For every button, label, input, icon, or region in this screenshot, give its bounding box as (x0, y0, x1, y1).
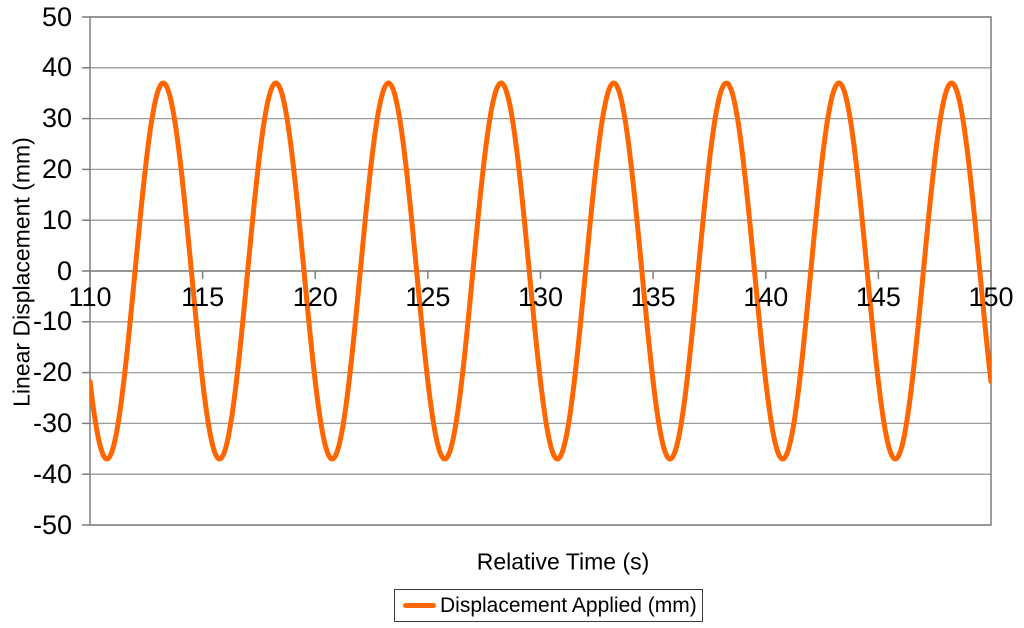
y-tick-label: 40 (41, 52, 72, 83)
series-line-swatch (403, 603, 436, 608)
legend-label: Displacement Applied (mm) (440, 593, 697, 617)
y-tick-label: -20 (32, 357, 72, 388)
x-axis-title: Relative Time (s) (476, 548, 650, 575)
y-tick-label: 50 (41, 1, 72, 32)
y-tick-label: -10 (32, 306, 72, 337)
y-tick-label: 20 (41, 153, 72, 184)
y-tick-label: 30 (41, 103, 72, 134)
x-tick-label: 120 (292, 282, 338, 312)
y-tick-label: -30 (32, 407, 72, 438)
y-tick-label: 0 (56, 255, 72, 286)
x-tick-label: 150 (968, 282, 1014, 312)
y-tick-label: 10 (41, 204, 72, 235)
x-tick-label: 125 (405, 282, 451, 312)
x-tick-label: 135 (630, 282, 676, 312)
y-tick-label: -50 (32, 509, 72, 540)
y-tick-label: -40 (32, 458, 72, 489)
x-tick-label: 130 (517, 282, 564, 312)
x-tick-label: 110 (68, 282, 112, 312)
series-path (90, 80, 991, 462)
x-tick-label: 140 (743, 282, 789, 312)
legend: Displacement Applied (mm) (394, 589, 703, 622)
x-tick-label: 145 (855, 282, 901, 312)
x-tick-label: 115 (181, 282, 225, 312)
